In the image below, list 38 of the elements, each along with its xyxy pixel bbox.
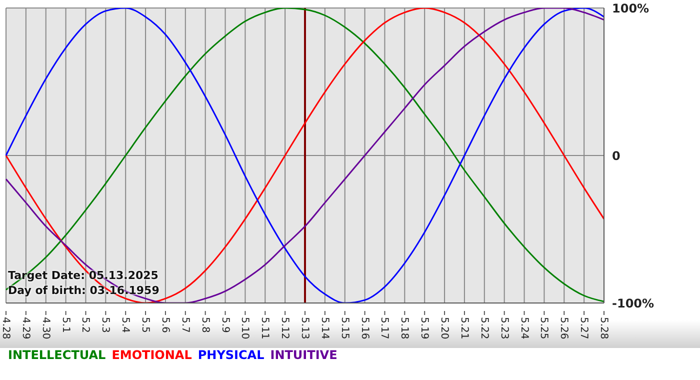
x-tick-label: 5.18 bbox=[398, 317, 410, 340]
x-tick-label: 5.22 bbox=[478, 317, 490, 340]
y-tick-label: -100% bbox=[612, 296, 654, 310]
text: PHYSICAL bbox=[198, 348, 264, 362]
x-tick-label: 5.26 bbox=[558, 317, 570, 340]
x-tick-label: 4.28 bbox=[0, 317, 11, 340]
x-tick-label: 5.11 bbox=[259, 317, 270, 340]
x-tick-label: 5.19 bbox=[418, 317, 430, 340]
x-tick-label: 4.29 bbox=[20, 317, 31, 340]
x-tick-label: 5.10 bbox=[239, 317, 250, 340]
text: EMOTIONAL bbox=[112, 348, 192, 362]
x-tick-label: 5.25 bbox=[538, 317, 550, 340]
x-tick-label: 5.5 bbox=[140, 317, 151, 333]
x-tick-label: 5.4 bbox=[120, 317, 131, 333]
text: INTELLECTUAL bbox=[8, 348, 106, 362]
x-tick-label: 5.9 bbox=[219, 317, 230, 333]
x-tick-label: 5.16 bbox=[358, 317, 370, 340]
y-tick-label: 100% bbox=[612, 1, 650, 16]
x-tick-label: 5.20 bbox=[438, 317, 450, 340]
x-tick-label: 5.21 bbox=[458, 317, 470, 340]
x-tick-label: 5.17 bbox=[378, 317, 390, 340]
x-tick-label: 5.8 bbox=[199, 317, 210, 333]
x-tick-label: 5.28 bbox=[598, 317, 609, 340]
x-tick-label: 5.12 bbox=[279, 317, 290, 340]
x-tick-label: 5.15 bbox=[338, 317, 350, 340]
x-tick-label: 5.23 bbox=[498, 317, 510, 340]
x-tick-label: 5.13 bbox=[299, 317, 310, 340]
x-tick-label: 5.3 bbox=[100, 317, 111, 333]
text: INTUITIVE bbox=[270, 348, 338, 362]
x-tick-label: 4.30 bbox=[40, 317, 51, 340]
x-tick-label: 5.27 bbox=[578, 317, 590, 340]
x-tick-label: 5.24 bbox=[518, 317, 530, 340]
x-tick-label: 5.14 bbox=[318, 317, 330, 340]
y-tick-label: 0 bbox=[612, 148, 620, 163]
x-tick-label: 5.7 bbox=[179, 317, 190, 333]
x-tick-label: 5.2 bbox=[80, 317, 91, 333]
x-tick-label: 5.6 bbox=[159, 317, 170, 333]
x-tick-label: 5.1 bbox=[60, 317, 71, 333]
